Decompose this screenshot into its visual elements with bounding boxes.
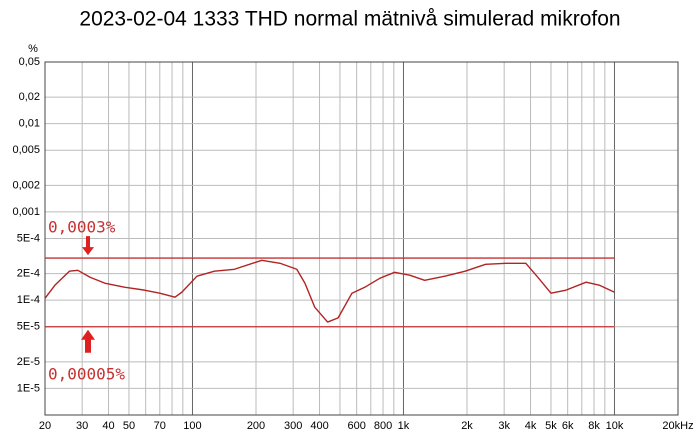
y-unit: % xyxy=(28,43,38,55)
x-tick-label: 800 xyxy=(374,420,392,432)
arrow xyxy=(81,329,95,353)
x-tick-label: 600 xyxy=(347,420,365,432)
y-tick-label: 0,005 xyxy=(12,144,40,156)
arrow xyxy=(82,236,94,256)
x-tick-label: 1k xyxy=(398,420,410,432)
y-tick-label: 0,02 xyxy=(19,91,40,103)
y-tick-label: 1E-5 xyxy=(17,382,40,394)
y-tick-label: 2E-5 xyxy=(17,356,40,368)
x-tick-label: 40 xyxy=(102,420,114,432)
x-tick-label: 5k xyxy=(545,420,557,432)
x-tick-label: 4k xyxy=(525,420,537,432)
y-tick-label: 0,002 xyxy=(12,179,40,191)
x-tick-label: 300 xyxy=(284,420,302,432)
x-tick-label: 20 xyxy=(39,420,51,432)
y-tick-label: 5E-5 xyxy=(17,321,40,333)
x-tick-label: 30 xyxy=(76,420,88,432)
x-tick-label: 6k xyxy=(562,420,574,432)
y-tick-label: 0,05 xyxy=(19,56,40,68)
x-tick-label: 10k xyxy=(606,420,624,432)
x-tick-label: 50 xyxy=(123,420,135,432)
y-tick-label: 0,01 xyxy=(19,118,40,130)
y-tick-label: 1E-4 xyxy=(17,294,40,306)
plot-frame xyxy=(44,61,679,416)
annotation-label: 0,00005% xyxy=(48,364,125,383)
annotation-label: 0,0003% xyxy=(48,218,116,237)
x-tick-label: 3k xyxy=(498,420,510,432)
y-tick-label: 0,001 xyxy=(12,206,40,218)
x-tick-label: 8k xyxy=(588,420,600,432)
x-tick-label: 70 xyxy=(154,420,166,432)
chart-title: 2023-02-04 1333 THD normal mätnivå simul… xyxy=(79,8,620,31)
y-tick-label: 5E-4 xyxy=(17,232,40,244)
x-tick-label: 2k xyxy=(461,420,473,432)
x-tick-label: 100 xyxy=(183,420,201,432)
x-tick-label: 200 xyxy=(247,420,265,432)
x-tick-label: 400 xyxy=(310,420,328,432)
y-tick-label: 2E-4 xyxy=(17,268,40,280)
x-tick-label: 20kHz xyxy=(662,420,693,432)
series-line xyxy=(44,259,615,323)
